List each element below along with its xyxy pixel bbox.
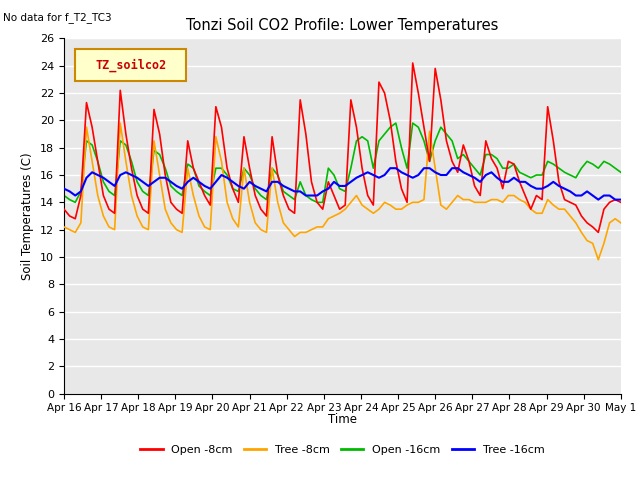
Legend: Open -8cm, Tree -8cm, Open -16cm, Tree -16cm: Open -8cm, Tree -8cm, Open -16cm, Tree -… <box>136 440 549 459</box>
Text: No data for f_T2_TC3: No data for f_T2_TC3 <box>3 12 112 23</box>
Y-axis label: Soil Temperatures (C): Soil Temperatures (C) <box>22 152 35 280</box>
Title: Tonzi Soil CO2 Profile: Lower Temperatures: Tonzi Soil CO2 Profile: Lower Temperatur… <box>186 18 499 33</box>
X-axis label: Time: Time <box>328 413 357 426</box>
Text: TZ_soilco2: TZ_soilco2 <box>95 59 166 72</box>
FancyBboxPatch shape <box>75 49 186 81</box>
